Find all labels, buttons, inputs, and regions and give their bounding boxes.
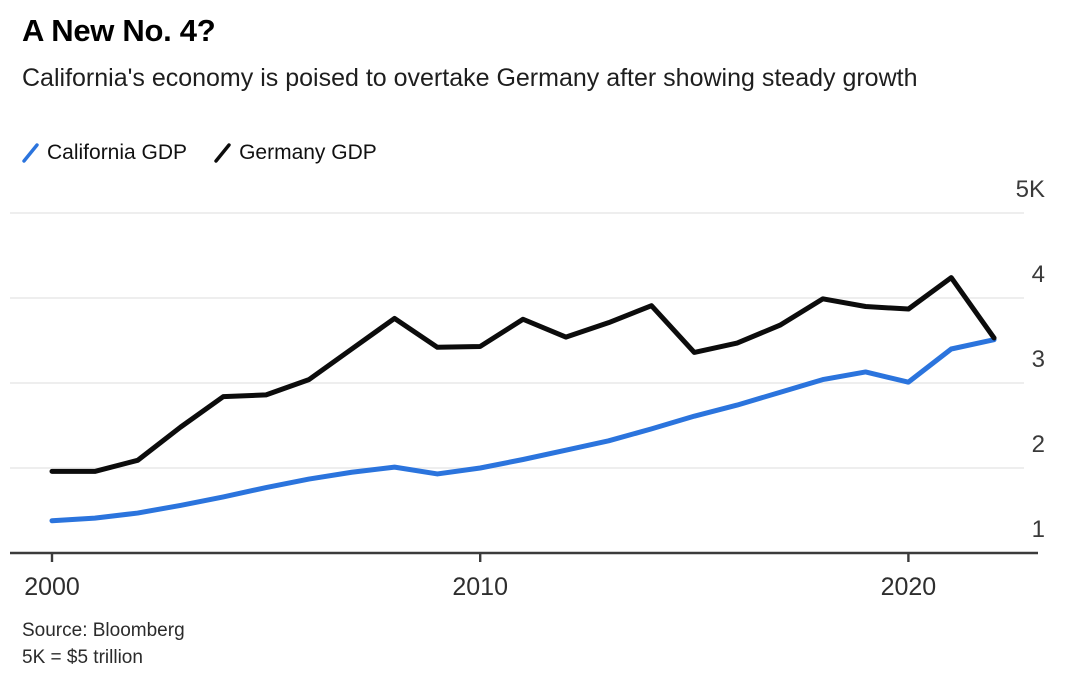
gdp-line-chart: 5K 4 3 2 1 2000 2010 2020 [10,176,1045,601]
y-axis-label: 2 [1032,431,1045,458]
x-axis-label: 2000 [24,573,80,601]
y-axis-label: 3 [1032,346,1045,373]
series-california-gdp [49,337,997,524]
unit-note-line: 5K = $5 trillion [22,647,143,668]
legend-slash-icon [22,143,39,163]
series-germany-gdp [49,275,997,474]
legend-label: Germany GDP [239,141,377,164]
chart-subtitle: California's economy is poised to overta… [22,64,918,92]
x-axis-label: 2020 [881,573,937,601]
chart-title: A New No. 4? [22,13,216,48]
legend-item: Germany GDP [213,141,377,165]
legend-slash-icon [214,143,231,163]
legend-item: California GDP [21,141,187,165]
y-axis-label: 5K [1016,176,1045,203]
legend: California GDP Germany GDP [21,141,377,165]
legend-label: California GDP [47,141,188,164]
x-axis-label: 2010 [452,573,508,601]
y-axis-label: 1 [1032,516,1045,543]
y-axis-label: 4 [1032,261,1045,288]
source-note: Source: Bloomberg 5K = $5 trillion [22,617,185,671]
source-line: Source: Bloomberg [22,620,185,641]
